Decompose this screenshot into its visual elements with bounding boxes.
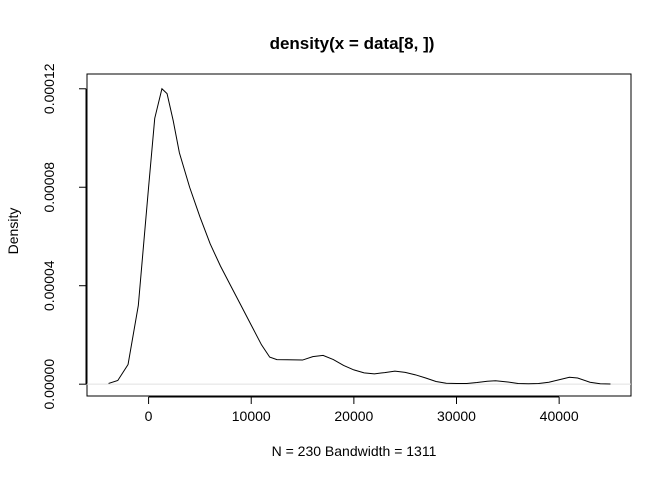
plot-frame — [86, 73, 632, 397]
y-axis: 0.00000 0.00004 0.00008 0.00012 — [41, 63, 87, 410]
y-axis-label: Density — [5, 208, 21, 255]
density-curve — [108, 87, 611, 385]
x-tick-label: 10000 — [232, 408, 271, 424]
x-tick-label: 0 — [145, 408, 153, 424]
y-tick-label: 0.00012 — [41, 63, 57, 114]
y-tick-label: 0.00008 — [41, 162, 57, 213]
x-axis: 0 10000 20000 30000 40000 — [145, 396, 579, 424]
y-tick-label: 0.00004 — [41, 260, 57, 311]
y-tick-label: 0.00000 — [41, 359, 57, 410]
chart-title: density(x = data[8, ]) — [270, 34, 435, 53]
x-axis-label: N = 230 Bandwidth = 1311 — [272, 443, 437, 459]
x-tick-label: 20000 — [334, 408, 373, 424]
x-tick-label: 40000 — [540, 408, 579, 424]
x-tick-label: 30000 — [437, 408, 476, 424]
